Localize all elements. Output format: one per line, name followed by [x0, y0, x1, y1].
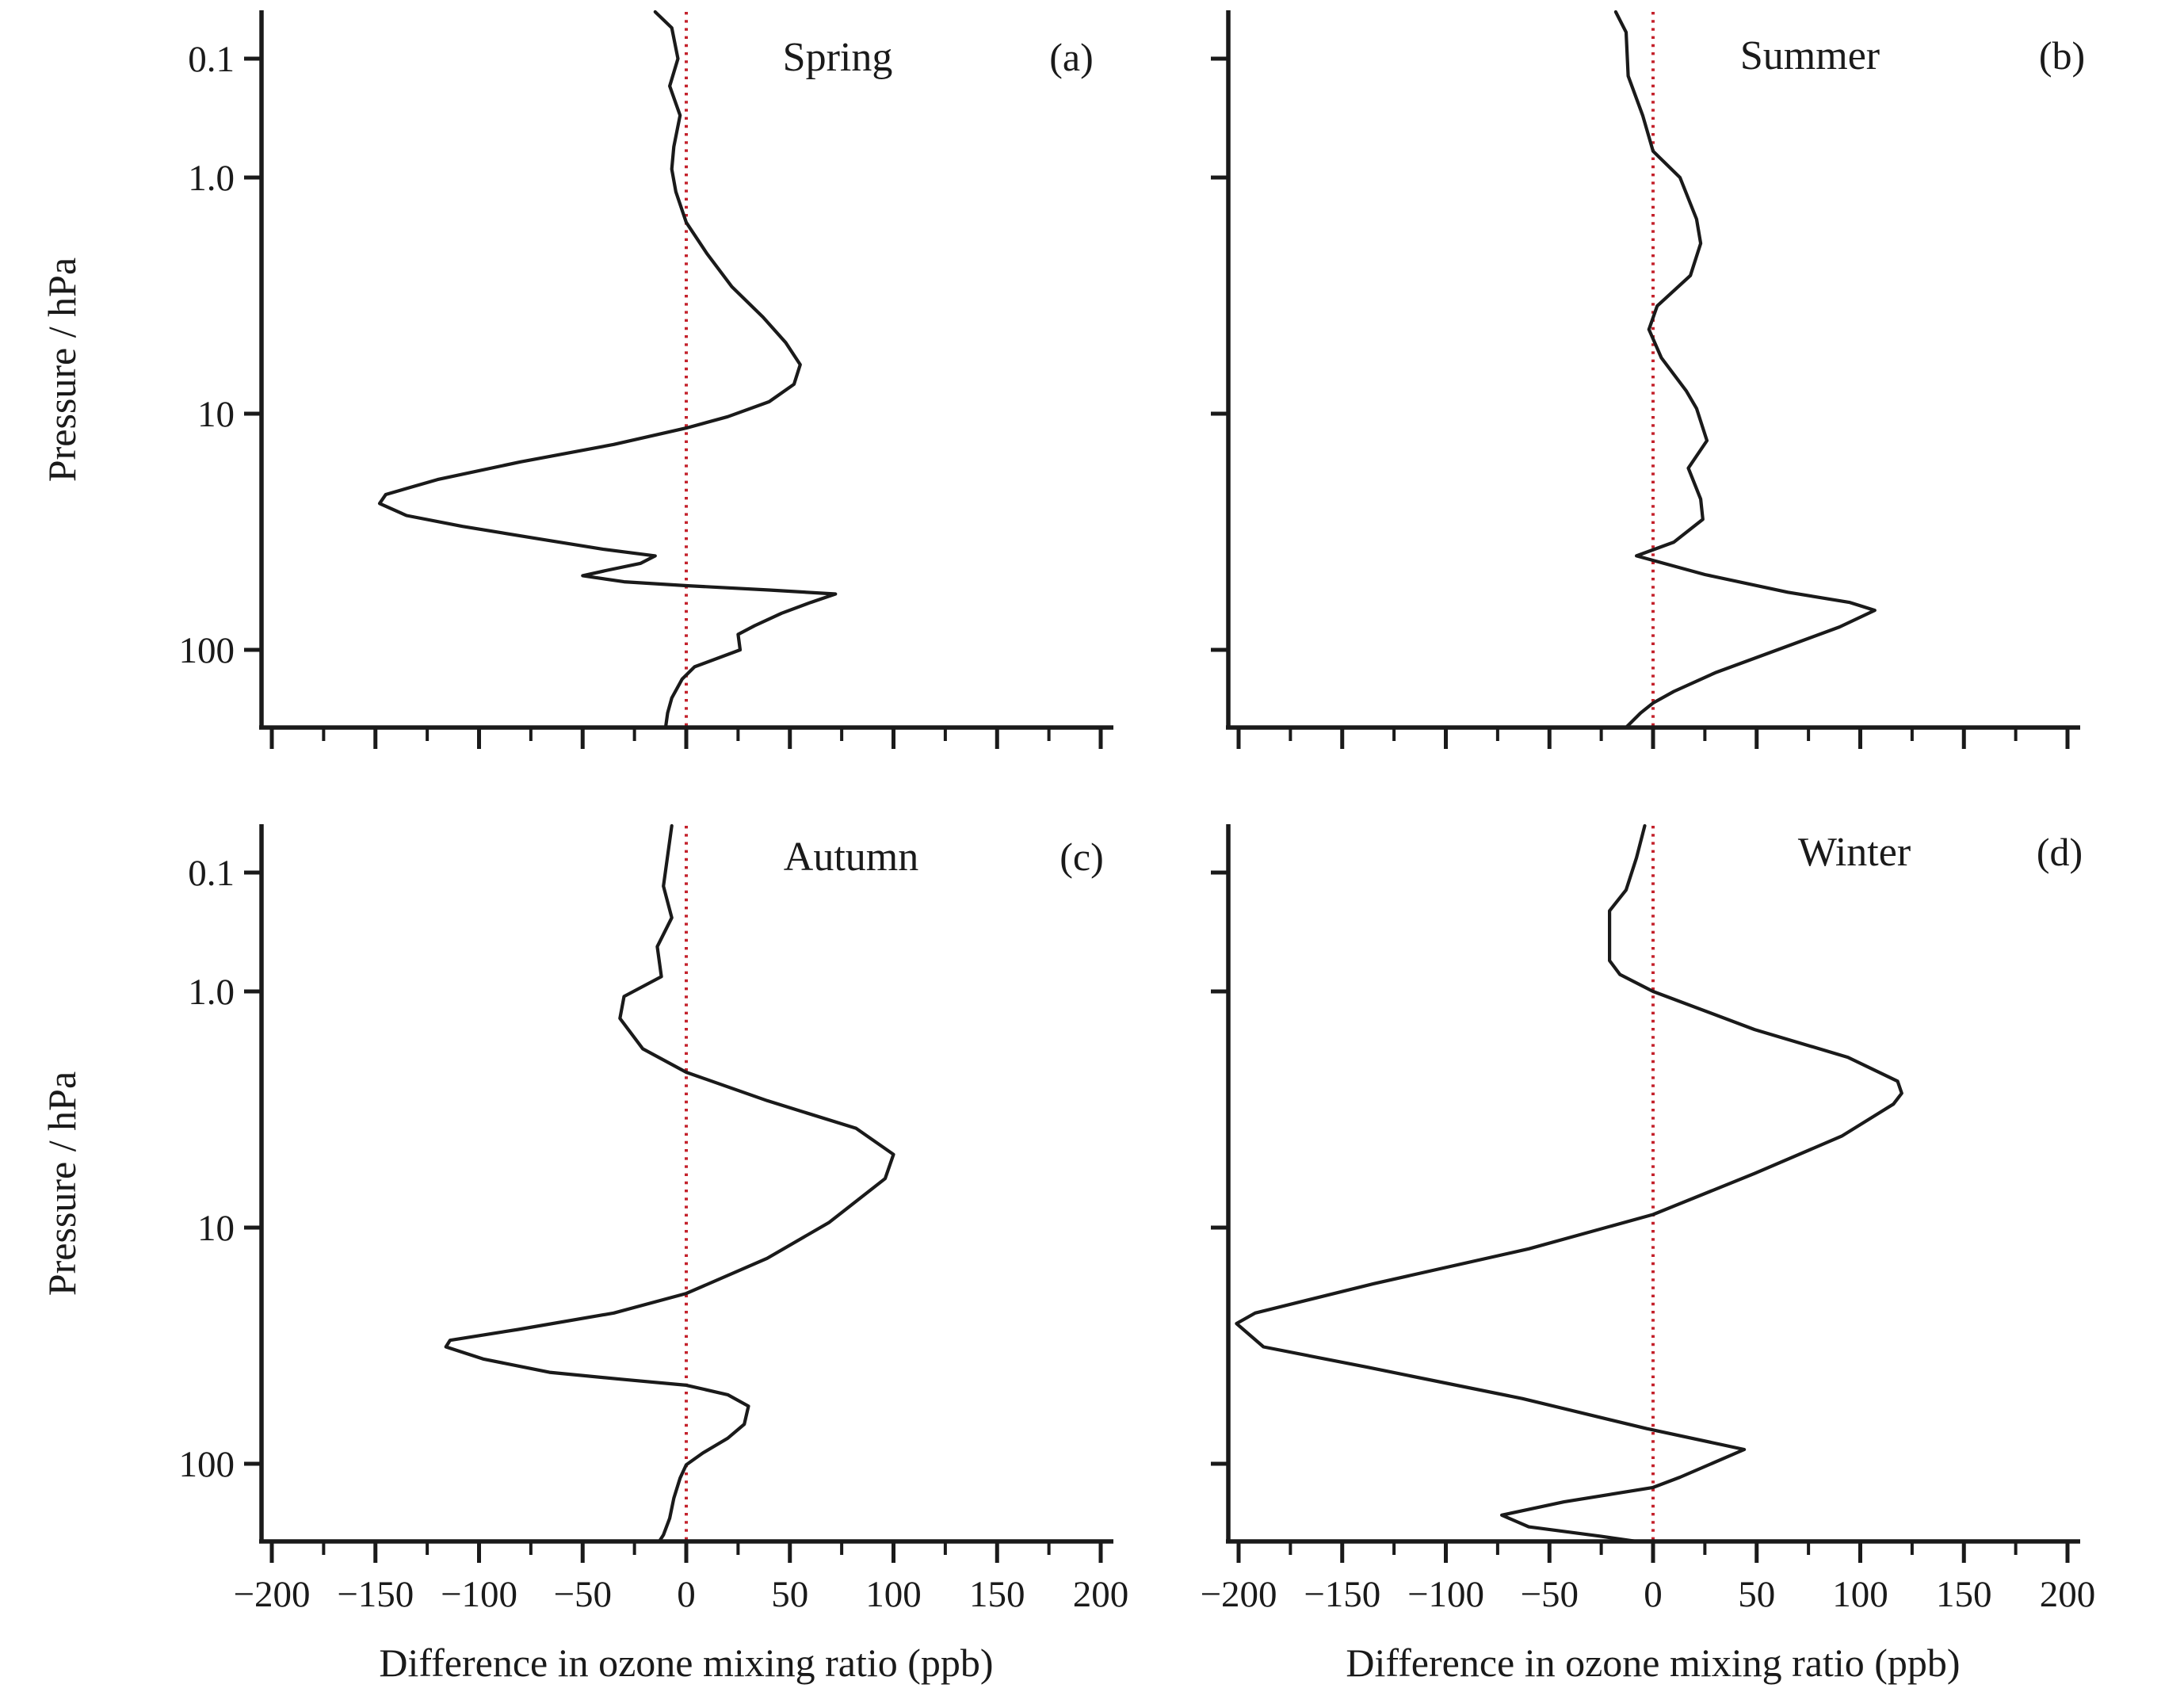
y-tick-label: 10	[197, 1208, 235, 1249]
x-axis-title-autumn: Difference in ozone mixing ratio (ppb)	[379, 1640, 993, 1685]
profile-curve-spring	[377, 10, 838, 729]
panel-winter: −200 −150 −100 −50 0 50 100 150 200 Winter (d) Diff…	[1200, 823, 2096, 1685]
y-tick-label: 100	[179, 630, 235, 671]
x-tick-label: −50	[553, 1574, 612, 1615]
panel-letter-spring: (a)	[1049, 35, 1094, 79]
y-axis-title-autumn: Pressure / hPa	[40, 1071, 84, 1296]
x-tick-label: 100	[1832, 1574, 1888, 1615]
x-tick-label: −200	[233, 1574, 310, 1615]
x-tick-label: 150	[1936, 1574, 1992, 1615]
x-tick-label: 200	[1073, 1574, 1129, 1615]
season-label-autumn: Autumn	[784, 835, 918, 880]
season-label-winter: Winter	[1798, 830, 1911, 875]
panel-letter-summer: (b)	[2039, 33, 2085, 78]
x-tick-label: 100	[865, 1574, 922, 1615]
y-axis-title-spring: Pressure / hPa	[40, 258, 84, 482]
x-tick-label: 200	[2040, 1574, 2096, 1615]
x-axis-title-winter: Difference in ozone mixing ratio (ppb)	[1346, 1640, 1960, 1685]
x-tick-label: 50	[771, 1574, 808, 1615]
x-tick-label: −150	[337, 1574, 414, 1615]
x-tick-label: −200	[1200, 1574, 1277, 1615]
season-label-spring: Spring	[783, 35, 893, 80]
x-tick-label: 0	[677, 1574, 696, 1615]
panel-spring: 0.1 1.0 10 100 Spring (a) Pressure / hPa	[40, 10, 1113, 749]
season-label-summer: Summer	[1740, 33, 1880, 78]
profile-curve-winter	[1235, 823, 1903, 1543]
y-tick-label: 100	[179, 1444, 235, 1485]
panel-summer: Summer (b)	[1211, 10, 2085, 749]
panel-letter-autumn: (c)	[1060, 835, 1104, 879]
y-tick-label: 1.0	[188, 158, 235, 199]
x-tick-label: −150	[1304, 1574, 1380, 1615]
panel-letter-winter: (d)	[2037, 830, 2083, 874]
x-tick-label: −100	[441, 1574, 517, 1615]
y-tick-label: 10	[197, 394, 235, 435]
profile-curve-autumn	[444, 823, 895, 1543]
x-tick-label: 50	[1738, 1574, 1775, 1615]
x-tick-label: 0	[1644, 1574, 1663, 1615]
panel-autumn: −200 −150 −100 −50 0 50 100 150 200 0.1 1.0 10 100 Au…	[40, 823, 1129, 1685]
y-tick-label: 0.1	[188, 39, 235, 80]
y-tick-label: 1.0	[188, 972, 235, 1013]
x-tick-label: −100	[1407, 1574, 1484, 1615]
y-tick-label: 0.1	[188, 853, 235, 894]
profile-curve-summer	[1613, 10, 1877, 729]
x-tick-label: −50	[1520, 1574, 1579, 1615]
x-tick-label: 150	[969, 1574, 1025, 1615]
